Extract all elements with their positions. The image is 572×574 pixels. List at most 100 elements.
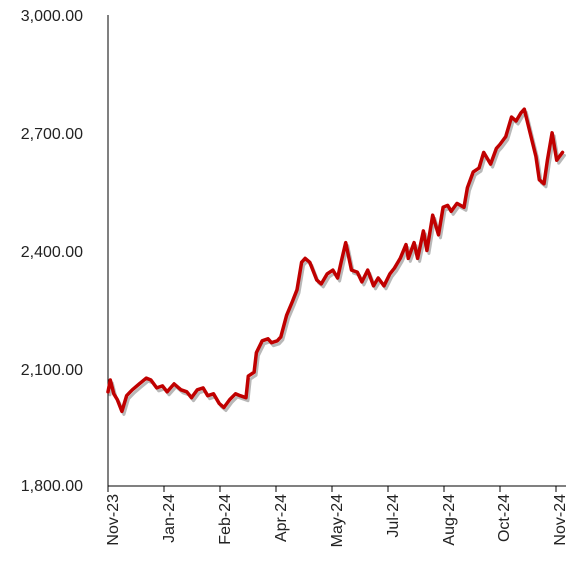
data-point xyxy=(336,276,339,280)
data-point xyxy=(234,392,237,395)
data-point xyxy=(279,335,282,339)
data-point xyxy=(466,186,469,189)
data-point xyxy=(331,268,335,272)
data-point xyxy=(538,178,541,181)
data-point xyxy=(270,341,273,344)
x-tick-label: Apr-24 xyxy=(273,494,290,542)
data-point xyxy=(356,270,359,274)
data-point xyxy=(261,339,264,342)
y-tick-label: 2,700.00 xyxy=(21,126,83,143)
data-point xyxy=(222,406,226,409)
data-point xyxy=(255,351,258,354)
data-point xyxy=(138,382,141,386)
data-point xyxy=(201,386,205,390)
y-tick-label: 2,100.00 xyxy=(21,362,83,379)
data-point xyxy=(161,384,164,388)
data-point xyxy=(179,388,183,391)
data-point xyxy=(388,272,391,276)
data-point xyxy=(339,261,343,264)
y-axis-ticks: 3,000.00 2,700.00 2,400.00 2,100.00 1,80… xyxy=(21,8,83,495)
data-point xyxy=(555,159,558,162)
data-point xyxy=(239,394,242,397)
data-point xyxy=(404,243,408,246)
data-point xyxy=(372,284,375,287)
data-point xyxy=(561,151,564,154)
data-point xyxy=(422,229,425,233)
data-point xyxy=(350,268,353,272)
data-point xyxy=(155,386,158,390)
data-point xyxy=(300,261,303,264)
data-point xyxy=(131,388,134,391)
data-point xyxy=(145,376,148,380)
data-point xyxy=(399,257,402,260)
data-point xyxy=(477,166,481,170)
data-point xyxy=(172,382,176,386)
data-point xyxy=(149,378,153,382)
data-point xyxy=(320,282,323,286)
data-point xyxy=(247,374,250,378)
data-point xyxy=(455,202,459,205)
line-shadow-layer xyxy=(108,110,566,416)
data-point xyxy=(228,398,231,401)
data-point xyxy=(116,398,119,401)
data-point xyxy=(106,390,110,393)
data-point xyxy=(489,162,492,166)
data-point xyxy=(519,111,522,115)
series-line-shadow xyxy=(108,110,566,416)
data-point xyxy=(112,392,116,395)
data-point xyxy=(510,115,513,119)
data-point xyxy=(185,390,188,393)
data-point xyxy=(482,151,485,154)
data-point xyxy=(244,396,248,399)
series-layer xyxy=(106,107,565,414)
data-point xyxy=(450,210,453,213)
x-tick-label: Jan-24 xyxy=(161,494,178,543)
data-point xyxy=(125,394,128,397)
data-point xyxy=(196,388,199,391)
data-point xyxy=(407,257,410,260)
y-tick-label: 1,800.00 xyxy=(21,478,83,495)
x-tick-label: May-24 xyxy=(329,494,346,547)
data-point xyxy=(437,233,440,236)
data-point xyxy=(382,284,386,287)
data-point xyxy=(190,396,193,399)
data-point xyxy=(412,241,416,244)
data-point xyxy=(393,267,396,270)
data-point xyxy=(360,280,364,284)
data-point xyxy=(366,268,369,272)
data-point xyxy=(542,182,546,185)
data-point xyxy=(206,394,209,397)
data-point xyxy=(120,410,124,413)
data-point xyxy=(252,371,256,374)
data-point xyxy=(303,257,307,260)
y-tick-label: 3,000.00 xyxy=(21,8,83,25)
data-point xyxy=(462,206,466,209)
data-point xyxy=(109,378,112,382)
data-point xyxy=(218,402,221,405)
axis-layer xyxy=(107,15,566,492)
data-point xyxy=(295,288,299,291)
data-point xyxy=(446,204,449,207)
data-point xyxy=(441,206,445,209)
data-point xyxy=(315,278,318,282)
data-point xyxy=(431,214,434,217)
data-point xyxy=(308,261,311,264)
data-point xyxy=(528,131,532,134)
data-point xyxy=(472,170,475,174)
data-point xyxy=(523,108,526,111)
y-tick-label: 2,400.00 xyxy=(21,244,83,261)
data-point xyxy=(495,147,498,150)
data-point xyxy=(291,300,294,303)
data-point xyxy=(550,131,554,134)
data-point xyxy=(285,314,288,317)
x-tick-label: Oct-24 xyxy=(496,494,513,542)
x-axis-ticks: Nov-23 Jan-24 Feb-24 Apr-24 May-24 Jul-2… xyxy=(105,494,569,547)
x-tick-label: Feb-24 xyxy=(217,494,234,545)
data-point xyxy=(514,119,518,123)
data-point xyxy=(266,337,270,340)
data-point xyxy=(546,159,549,162)
x-tick-label: Jul-24 xyxy=(385,494,402,538)
data-point xyxy=(344,241,347,244)
